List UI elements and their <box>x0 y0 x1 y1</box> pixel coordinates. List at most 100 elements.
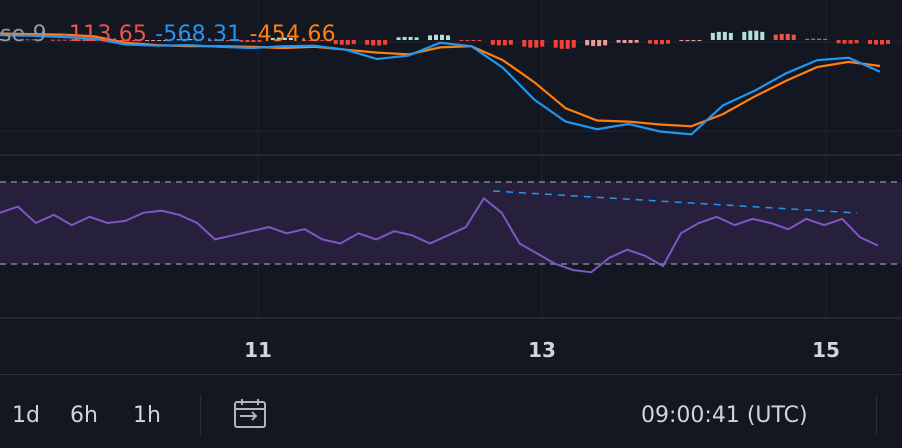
macd-signal-line <box>0 32 881 128</box>
macd-histogram-bar <box>748 30 753 40</box>
macd-histogram-bar <box>194 39 199 41</box>
macd-histogram-bar <box>490 40 495 45</box>
macd-histogram-bar <box>220 40 224 42</box>
macd-histogram-bar <box>314 40 319 42</box>
macd-histogram-bar <box>848 40 853 44</box>
pane-separators <box>0 154 902 319</box>
macd-histogram-bar <box>188 39 193 41</box>
macd-histogram-bar <box>710 32 715 40</box>
macd-histogram-bar <box>396 37 401 40</box>
macd-histogram-bar <box>288 37 293 40</box>
macd-histogram-bar <box>842 40 847 44</box>
go-to-date-icon[interactable] <box>232 397 268 433</box>
macd-histogram-bar <box>591 40 596 47</box>
macd-histogram-bar <box>654 40 658 45</box>
macd-histogram-bar <box>754 30 759 40</box>
macd-histogram-bar <box>119 40 124 42</box>
macd-histogram-bar <box>628 40 633 44</box>
macd-histogram-bar <box>616 40 621 43</box>
timeframe-6h-button[interactable]: 6h <box>70 403 98 428</box>
macd-histogram-bar <box>68 39 73 41</box>
macd-histogram-bar <box>302 40 307 41</box>
macd-histogram-bar <box>25 39 30 41</box>
macd-histogram-bar <box>685 40 690 42</box>
macd-histogram-bar <box>6 39 10 41</box>
macd-histogram-bar <box>496 40 501 46</box>
macd-histogram-bar <box>791 34 796 40</box>
x-axis-tick: 11 <box>244 338 272 362</box>
macd-line <box>0 34 881 136</box>
macd-histogram-bar <box>371 40 376 46</box>
macd-signal-value: -454.66 <box>249 22 336 47</box>
macd-histogram-bar <box>522 40 527 47</box>
macd-histogram-bar <box>145 40 150 41</box>
macd-histogram-bar <box>282 37 287 40</box>
macd-histogram-bar <box>465 40 470 41</box>
macd-histogram-bar <box>82 39 87 41</box>
macd-histogram-bar <box>811 38 816 40</box>
clock-timezone: (UTC) <box>746 403 808 428</box>
macd-histogram-bar <box>773 34 778 40</box>
trend-line-drawing[interactable] <box>492 190 858 214</box>
timeframe-1h-button[interactable]: 1h <box>133 403 161 428</box>
macd-histogram-bar <box>270 37 275 40</box>
macd-histogram-bar <box>208 40 212 41</box>
macd-histogram-bar <box>434 34 438 40</box>
macd-histogram-bar <box>559 40 564 49</box>
macd-histogram-bar <box>176 39 181 41</box>
macd-histogram-bar <box>402 36 407 40</box>
rsi-line <box>0 196 879 274</box>
macd-histogram-bar <box>56 39 61 41</box>
x-axis-tick: 15 <box>812 338 840 362</box>
macd-histogram-bar <box>459 40 464 41</box>
macd-histogram-bar <box>339 40 344 45</box>
macd-histogram-bar <box>565 40 570 49</box>
macd-histogram-bar <box>351 40 356 45</box>
macd-histogram-bar <box>471 40 476 41</box>
macd-histogram-bar <box>502 40 507 46</box>
macd-histogram-bar <box>226 40 230 41</box>
macd-histogram-bar <box>603 40 608 46</box>
macd-histogram-bar <box>62 39 67 41</box>
macd-histogram-bar <box>151 40 156 41</box>
macd-histogram-bar <box>131 40 136 42</box>
chart-canvas[interactable] <box>0 0 902 374</box>
macd-histogram-bar <box>214 40 218 42</box>
macd-histogram-bar <box>817 38 822 40</box>
macd-histogram-bar <box>648 40 652 44</box>
macd-histogram-bar <box>874 40 878 45</box>
macd-histogram-bar <box>622 40 627 44</box>
current-time[interactable]: 09:00:41 (UTC) <box>641 403 808 428</box>
macd-histogram-bar <box>345 40 350 45</box>
macd-histogram-bar <box>257 40 262 42</box>
macd-histogram-bar <box>31 39 36 41</box>
timeframe-1d-button[interactable]: 1d <box>12 403 40 428</box>
macd-histogram-bar <box>836 40 841 44</box>
macd-histogram-bar <box>660 40 664 45</box>
macd-histogram-bar <box>182 39 187 41</box>
macd-legend: se 9 -113.65 -568.31 -454.66 <box>0 22 344 47</box>
macd-histogram-bar <box>377 40 382 46</box>
macd-histogram-bar <box>88 39 93 41</box>
macd-histogram-bar <box>446 35 450 40</box>
clock-time: 09:00:41 <box>641 403 740 428</box>
macd-histogram-bar <box>428 35 432 40</box>
macd-histogram-bar <box>728 32 733 40</box>
macd-histogram-bar <box>854 40 859 44</box>
chart-area[interactable]: se 9 -113.65 -568.31 -454.66 11 13 15 <box>0 0 902 374</box>
macd-histogram-bar <box>823 38 828 40</box>
macd-histogram-bar <box>697 40 702 42</box>
macd-line-value: -568.31 <box>155 22 242 47</box>
macd-histogram-bar <box>414 37 419 40</box>
macd-histogram-bar <box>477 40 482 41</box>
macd-histogram-bar <box>383 40 388 45</box>
macd-histogram-bar <box>760 31 765 40</box>
macd-histogram-bar <box>251 40 256 43</box>
macd-histogram-bar <box>742 31 747 40</box>
macd-histogram-bar <box>679 40 684 42</box>
macd-histogram-bar <box>553 40 558 48</box>
macd-histogram-bar <box>805 38 810 40</box>
macd-histogram-bar <box>571 40 576 48</box>
macd-histogram-bar <box>868 40 872 44</box>
macd-histogram-value: -113.65 <box>60 22 148 47</box>
